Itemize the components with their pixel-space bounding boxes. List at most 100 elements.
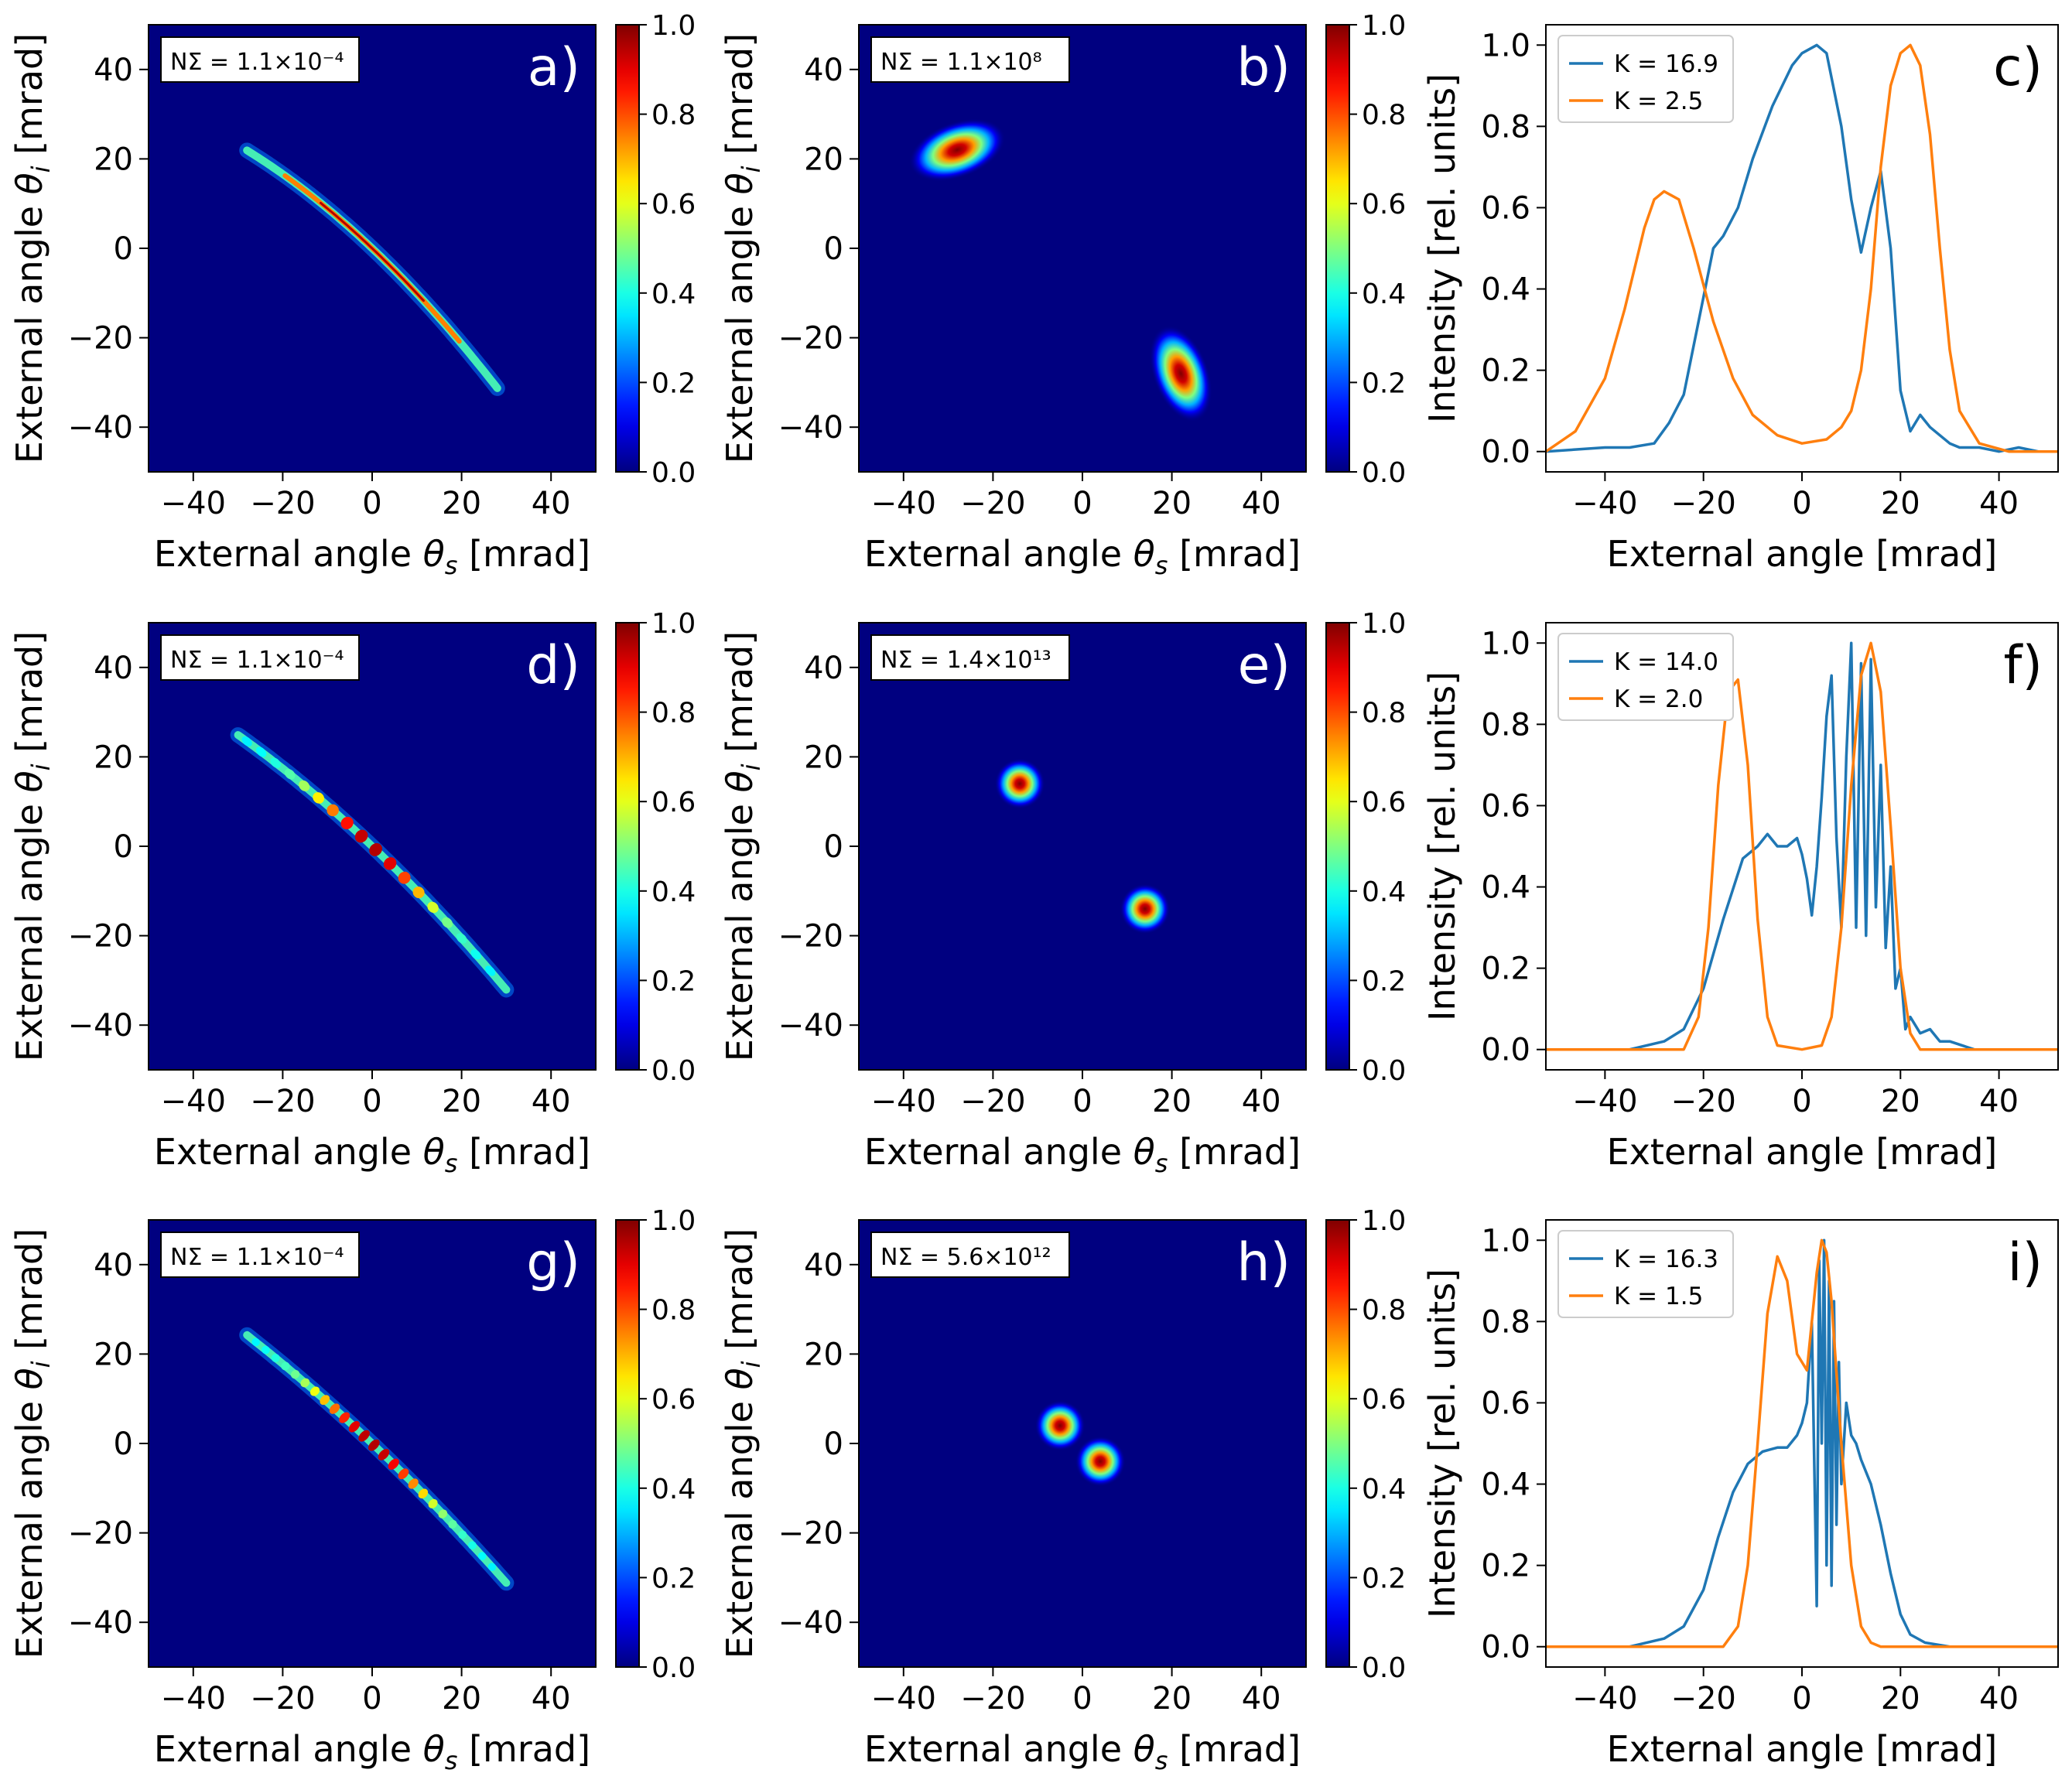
x-tick-label: −20 — [960, 1084, 1025, 1119]
heatmap-background — [859, 623, 1306, 1070]
interference-fringe — [477, 1552, 487, 1560]
normalization-box — [160, 1232, 360, 1278]
y-tick-label: 0 — [824, 231, 843, 267]
interference-fringe — [383, 857, 397, 870]
x-tick-label: 20 — [1881, 1681, 1920, 1717]
x-tick-label: 40 — [532, 486, 571, 521]
colorbar-tick-label: 0.2 — [1362, 1563, 1406, 1594]
x-tick-label: −20 — [250, 1084, 315, 1119]
intensity-spot — [1034, 1400, 1086, 1451]
x-tick-label: 0 — [362, 486, 381, 521]
x-tick-label: −40 — [871, 1084, 936, 1119]
y-tick-label: 0.6 — [1481, 1385, 1530, 1421]
x-tick-label: −20 — [250, 1681, 315, 1717]
colorbar-tick-label: 1.0 — [651, 10, 696, 42]
colorbar-tick-label: 0.8 — [1362, 1295, 1406, 1327]
y-tick-label: 0.4 — [1481, 870, 1530, 906]
panel-c: −40 −20 0 20 40 0.0 0.2 0.4 0.6 0.8 1.0 External an… — [1421, 24, 2059, 575]
y-tick-label: 40 — [94, 1248, 133, 1283]
interference-fringe — [438, 1509, 448, 1518]
interference-fringe — [427, 901, 439, 914]
interference-fringe — [468, 1541, 477, 1550]
y-tick-label: 0 — [824, 829, 843, 865]
colorbar — [1325, 1219, 1350, 1668]
normalization-box — [870, 634, 1070, 681]
colorbar-tick-label: 0.4 — [1362, 876, 1406, 908]
interference-fringe — [448, 1519, 457, 1529]
y-tick-label: −40 — [778, 1605, 843, 1641]
interference-fringe — [309, 1386, 320, 1396]
y-tick-label: −20 — [68, 919, 133, 955]
y-tick-label: 20 — [804, 1337, 843, 1372]
x-tick-label: −40 — [161, 486, 226, 521]
colorbar-tick-label: 1.0 — [1362, 608, 1406, 640]
interference-fringe — [398, 1468, 409, 1480]
colorbar — [615, 24, 640, 473]
x-tick-label: 40 — [1242, 1681, 1281, 1717]
x-tick-label: −20 — [1670, 1084, 1735, 1119]
panel-label: h) — [1236, 1232, 1291, 1293]
x-tick-label: 0 — [1072, 1681, 1092, 1717]
interference-fringe — [262, 1345, 270, 1355]
intensity-spot — [1149, 325, 1212, 422]
panel-i: −40 −20 0 20 40 0.0 0.2 0.4 0.6 0.8 1.0 External an… — [1421, 1219, 2059, 1770]
y-tick-label: 0.0 — [1481, 1033, 1530, 1068]
y-tick-label: 20 — [804, 142, 843, 177]
panel-d: −40 −20 0 20 40 −40 −20 0 20 40 External angle θs … — [9, 608, 696, 1178]
intensity-spot — [1075, 1436, 1126, 1487]
x-tick-label: 40 — [532, 1084, 571, 1119]
colorbar-tick-label: 0.4 — [651, 1474, 696, 1505]
y-tick-label: −20 — [68, 321, 133, 357]
colorbar-tick-label: 0.8 — [651, 1295, 696, 1327]
heatmap-marks — [994, 758, 1171, 934]
colorbar-tick-label: 0.0 — [651, 1652, 696, 1684]
x-tick-label: 20 — [442, 486, 481, 521]
y-tick-label: −20 — [778, 321, 843, 357]
line-marks — [1546, 43, 2058, 453]
colorbar-tick-label: 0.2 — [1362, 965, 1406, 997]
y-tick-label: 0.6 — [1481, 788, 1530, 824]
y-tick-label: 0 — [114, 1426, 133, 1462]
panel-b: −40 −20 0 20 40 −40 −20 0 20 40 External angle θs … — [719, 10, 1406, 580]
x-tick-label: 20 — [1152, 1681, 1192, 1717]
y-tick-label: 0.2 — [1481, 1549, 1530, 1584]
interference-fringe — [241, 736, 252, 746]
interference-fringe — [388, 1458, 399, 1470]
x-tick-label: 40 — [1979, 1084, 2019, 1119]
interference-fringe — [398, 871, 411, 884]
panel-h: −40 −20 0 20 40 −40 −20 0 20 40 External angle θs … — [719, 1205, 1406, 1773]
x-axis-label: External angle θs [mrad] — [154, 533, 590, 580]
y-axis-label: External angle θi [mrad] — [719, 1228, 766, 1659]
colorbar-tick-label: 0.8 — [1362, 698, 1406, 729]
x-tick-label: 0 — [1792, 1084, 1811, 1119]
colorbar-tick-label: 1.0 — [651, 608, 696, 640]
y-tick-label: 0.8 — [1481, 109, 1530, 145]
x-axis-label: External angle θs [mrad] — [154, 1728, 590, 1773]
colorbar-tick-label: 0.6 — [651, 189, 696, 220]
colorbar-tick-label: 0.0 — [1362, 457, 1406, 489]
y-axis-label: Intensity [rel. units] — [1421, 671, 1463, 1021]
ridge-peak — [320, 201, 425, 302]
y-tick-label: 0.2 — [1481, 951, 1530, 987]
colorbar-tick-label: 0.6 — [651, 787, 696, 818]
line-marks — [1546, 641, 2058, 1051]
colorbar — [1325, 622, 1350, 1071]
x-axis-label: External angle θs [mrad] — [864, 1728, 1301, 1773]
legend-entry: K = 16.9 — [1614, 50, 1718, 78]
interference-fringe — [339, 1412, 350, 1423]
heatmap-marks — [239, 142, 505, 396]
x-tick-label: 20 — [1152, 486, 1192, 521]
y-axis-label: External angle θi [mrad] — [719, 33, 766, 463]
interference-fringe — [327, 804, 339, 817]
legend-entry: K = 16.3 — [1614, 1245, 1718, 1273]
x-tick-label: 0 — [1072, 1084, 1092, 1119]
colorbar-tick-label: 0.0 — [651, 457, 696, 489]
interference-fringe — [320, 1395, 330, 1406]
x-tick-label: −20 — [1670, 486, 1735, 521]
y-tick-label: 0.0 — [1481, 1630, 1530, 1665]
y-tick-label: 0 — [114, 829, 133, 865]
series-line — [1546, 43, 2058, 453]
y-tick-label: 40 — [804, 1248, 843, 1283]
y-axis-label: External angle θi [mrad] — [719, 631, 766, 1061]
interference-fringe — [487, 1563, 497, 1571]
